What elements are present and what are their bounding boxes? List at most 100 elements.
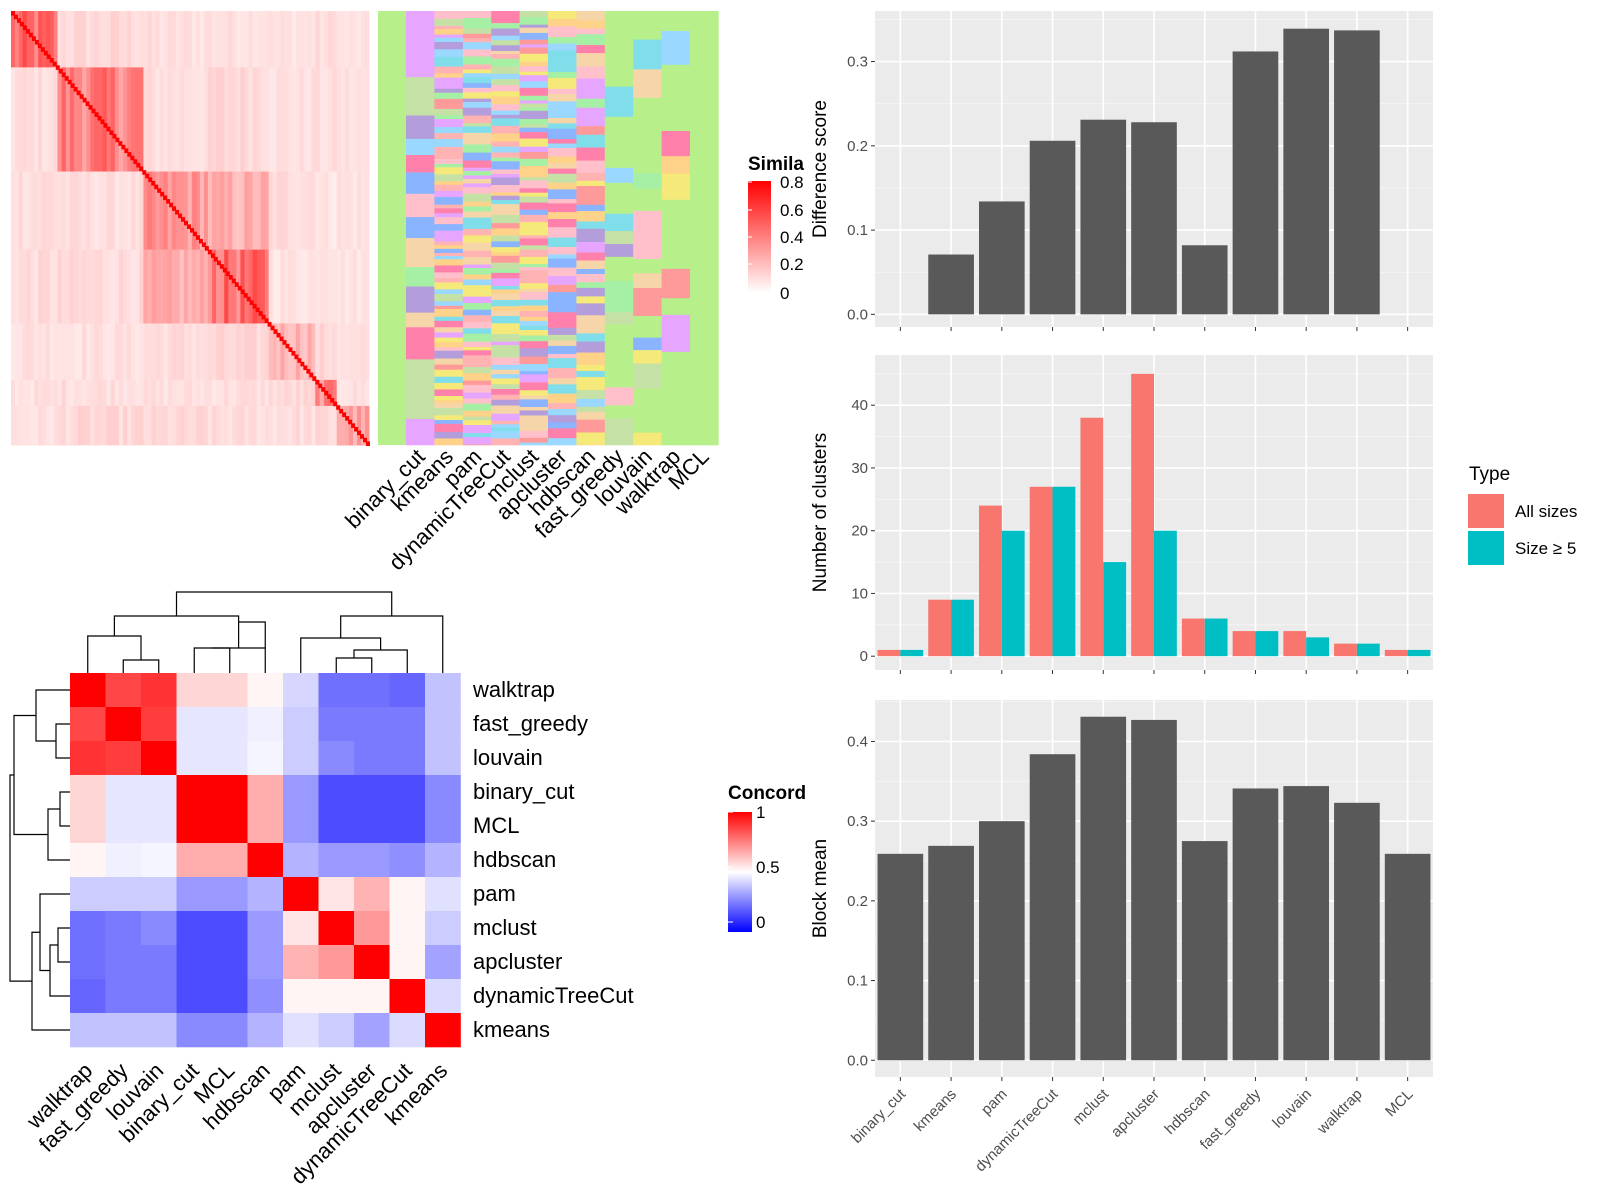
membership-segment xyxy=(548,212,577,220)
concordance-row-label: dynamicTreeCut xyxy=(473,983,634,1008)
similarity-stripe xyxy=(276,67,281,172)
concordance-cell xyxy=(70,1013,106,1048)
similarity-diagonal-cell xyxy=(198,238,203,244)
membership-segment xyxy=(661,254,691,270)
similarity-stripe xyxy=(110,11,116,68)
membership-segment xyxy=(462,333,492,342)
similarity-stripe xyxy=(45,67,51,172)
membership-segment xyxy=(462,224,492,230)
membership-segment xyxy=(519,110,549,120)
similarity-stripe xyxy=(90,11,95,68)
membership-segment xyxy=(491,146,520,153)
membership-segment xyxy=(519,209,549,216)
membership-segment xyxy=(661,268,691,299)
similarity-stripe xyxy=(315,405,320,445)
membership-segment xyxy=(434,197,464,205)
similarity-diagonal-cell xyxy=(258,311,263,316)
similarity-stripe xyxy=(191,67,197,172)
membership-segment xyxy=(576,411,606,420)
similarity-stripe xyxy=(11,379,16,406)
concordance-cell xyxy=(389,1013,426,1048)
similarity-stripe xyxy=(127,249,132,324)
bar xyxy=(978,821,1025,1061)
similarity-diagonal-cell xyxy=(285,343,290,349)
membership-segment xyxy=(576,364,606,372)
similarity-stripe xyxy=(82,323,87,380)
similarity-stripe xyxy=(102,379,107,406)
similarity-diagonal-cell xyxy=(294,354,299,360)
similarity-stripe xyxy=(336,171,342,250)
membership-segment xyxy=(491,199,520,205)
bar xyxy=(1283,786,1330,1061)
concordance-cell xyxy=(425,673,461,708)
similarity-stripe xyxy=(299,171,304,250)
similarity-stripe xyxy=(240,67,245,172)
similarity-stripe xyxy=(127,67,132,172)
membership-segment xyxy=(491,315,520,324)
concordance-cell xyxy=(318,775,355,810)
similarity-stripe xyxy=(73,11,79,68)
similarity-stripe xyxy=(220,249,225,324)
similarity-stripe xyxy=(307,405,312,445)
similarity-stripe xyxy=(167,323,172,380)
similarity-stripe xyxy=(73,67,79,172)
similarity-stripe xyxy=(131,323,136,380)
similarity-diagonal-cell xyxy=(181,217,186,222)
similarity-stripe xyxy=(364,171,370,250)
membership-segment xyxy=(406,418,435,446)
similarity-stripe xyxy=(303,379,308,406)
similarity-stripe xyxy=(26,323,31,380)
similarity-stripe xyxy=(14,171,20,250)
similarity-stripe xyxy=(127,379,132,406)
similarity-stripe xyxy=(344,11,350,68)
concordance-cell xyxy=(425,741,461,776)
similarity-stripe xyxy=(295,249,301,324)
membership-segment xyxy=(576,389,606,400)
similarity-stripe xyxy=(61,249,67,324)
similarity-stripe xyxy=(18,323,23,380)
similarity-stripe xyxy=(207,11,213,68)
similarity-stripe xyxy=(65,405,71,445)
membership-segment xyxy=(462,178,492,184)
similarity-stripe xyxy=(284,323,289,380)
similarity-stripe xyxy=(155,323,160,380)
membership-segment xyxy=(462,144,492,153)
similarity-stripe xyxy=(123,67,128,172)
similarity-stripe xyxy=(135,11,140,68)
similarity-stripe xyxy=(299,323,304,380)
similarity-stripe xyxy=(94,405,99,445)
similarity-stripe xyxy=(211,323,217,380)
similarity-diagonal-cell xyxy=(97,115,102,121)
similarity-stripe xyxy=(179,379,185,406)
membership-segment xyxy=(434,415,464,421)
similarity-stripe xyxy=(284,171,289,250)
membership-segment xyxy=(462,21,492,29)
x-tick-label: walktrap xyxy=(1314,1086,1366,1138)
similarity-stripe xyxy=(307,67,312,172)
similarity-stripe xyxy=(118,249,124,324)
similarity-stripe xyxy=(319,405,325,445)
membership-segment xyxy=(491,96,520,105)
similarity-stripe xyxy=(135,405,140,445)
membership-segment xyxy=(462,309,492,316)
similarity-diagonal-cell xyxy=(55,65,60,70)
bar-all-sizes xyxy=(1080,417,1104,657)
membership-segment xyxy=(434,119,464,128)
similarity-stripe xyxy=(276,249,281,324)
similarity-stripe xyxy=(187,379,193,406)
membership-segment xyxy=(633,11,662,40)
membership-segment xyxy=(519,310,549,318)
membership-segment xyxy=(519,177,549,181)
membership-segment xyxy=(519,423,549,432)
similarity-stripe xyxy=(260,405,266,445)
similarity-stripe xyxy=(356,171,362,250)
similarity-stripe xyxy=(147,249,152,324)
column-dendrogram xyxy=(87,591,444,673)
membership-segment xyxy=(576,126,606,136)
membership-columns xyxy=(406,11,719,446)
concordance-legend-tick-label: 0 xyxy=(756,913,765,932)
similarity-stripe xyxy=(171,11,176,68)
similarity-stripe xyxy=(139,171,144,250)
concordance-cell xyxy=(318,809,355,844)
membership-segment xyxy=(406,115,435,140)
